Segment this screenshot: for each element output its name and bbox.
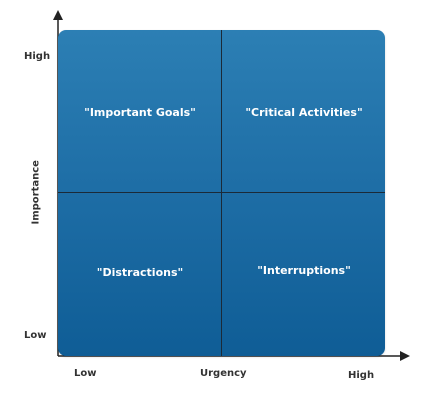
x-axis-high-label: High [348,370,375,381]
quadrant-critical-activities: "Critical Activities" [245,106,363,119]
quadrant-important-goals: "Important Goals" [84,106,196,119]
urgency-importance-matrix: "Important Goals" "Critical Activities" … [58,30,385,356]
y-axis-title: Importance [30,160,42,225]
quadrant-distractions: "Distractions" [96,266,184,279]
y-axis-arrowhead [53,10,63,20]
y-axis-low-label: Low [24,330,47,341]
x-axis-low-label: Low [74,368,97,379]
quadrant-interruptions: "Interruptions" [257,264,351,277]
x-axis-arrowhead [400,351,410,361]
y-axis-high-label: High [24,51,51,62]
x-axis-title: Urgency [200,368,247,379]
horizontal-divider [58,192,385,193]
vertical-divider [221,30,222,356]
